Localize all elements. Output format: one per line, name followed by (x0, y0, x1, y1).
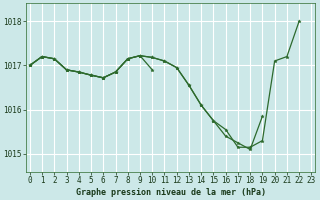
X-axis label: Graphe pression niveau de la mer (hPa): Graphe pression niveau de la mer (hPa) (76, 188, 266, 197)
